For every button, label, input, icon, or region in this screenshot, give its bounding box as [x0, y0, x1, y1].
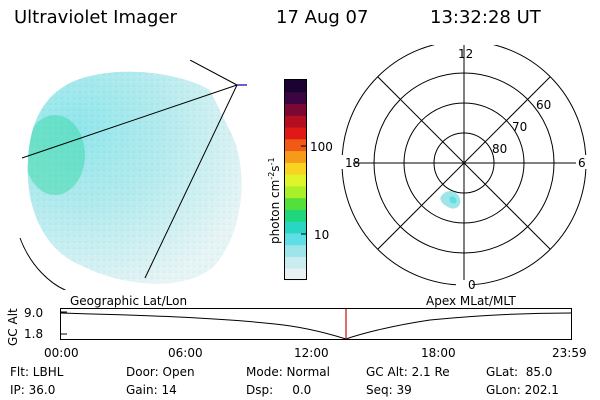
auroral-emission-region — [27, 71, 242, 284]
colorbar-swatch — [285, 127, 306, 140]
colorbar-swatch — [285, 185, 306, 199]
polar-mlt-plot — [340, 45, 590, 292]
timeline-xtick-1800: 18:00 — [421, 346, 456, 360]
colorbar-swatch — [285, 209, 306, 222]
mlt-label-12: 12 — [458, 47, 474, 61]
timeline-xtick-0600: 06:00 — [168, 346, 203, 360]
timeline-frame — [60, 308, 572, 340]
timeline-ytick-low: 1.8 — [24, 327, 44, 341]
colorbar-swatch — [285, 91, 306, 105]
instrument-title: Ultraviolet Imager — [14, 7, 177, 28]
colorbar-swatch — [285, 268, 306, 281]
timeline-xtick-0000: 00:00 — [44, 346, 79, 360]
timeline-xtick-1200: 12:00 — [294, 346, 329, 360]
observation-time: 13:32:28 UT — [430, 7, 541, 28]
colorbar-swatch — [285, 138, 306, 152]
colorbar-unit-label: photon cm-2s-1 — [267, 157, 282, 244]
fov-line-upper — [21, 84, 238, 159]
fov-line-lower — [144, 84, 238, 279]
status-ip: IP: 36.0 — [10, 383, 56, 397]
status-filter: Flt: LBHL — [10, 365, 64, 379]
colorbar-swatch — [285, 103, 306, 116]
fov-line-top — [189, 60, 238, 86]
colorbar-swatch — [285, 197, 306, 210]
colorbar-swatch — [285, 162, 306, 175]
earth-image — [19, 60, 247, 290]
status-mode: Mode: Normal — [246, 365, 330, 379]
colorbar-tick-10: 10 — [314, 228, 330, 242]
lat-label-80: 80 — [492, 142, 508, 156]
colorbar-swatch — [285, 232, 306, 246]
colorbar-swatch — [285, 256, 306, 269]
color-scale-bar — [284, 79, 307, 281]
colorbar-swatch — [285, 174, 306, 187]
status-seq: Seq: 39 — [366, 383, 412, 397]
colorbar-swatch — [285, 150, 306, 163]
orbit-altitude-plot — [60, 308, 572, 340]
apex-label: Apex MLat/MLT — [426, 294, 516, 308]
status-glon: GLon: 202.1 — [486, 383, 559, 397]
timeline-ytick-high: 9.0 — [24, 306, 44, 320]
altitude-curve — [60, 312, 572, 340]
observation-date: 17 Aug 07 — [276, 7, 369, 28]
lat-label-60: 60 — [536, 98, 552, 112]
colorbar-swatch — [285, 115, 306, 128]
status-glat: GLat: 85.0 — [486, 365, 553, 379]
status-gc-alt: GC Alt: 2.1 Re — [366, 365, 450, 379]
mlt-label-0: 0 — [468, 278, 476, 292]
colorbar-swatch — [285, 244, 306, 257]
mlt-label-6: 6 — [578, 156, 586, 170]
colorbar-swatch — [285, 221, 306, 234]
status-gain: Gain: 14 — [126, 383, 177, 397]
status-door: Door: Open — [126, 365, 195, 379]
timeline-xtick-2359: 23:59 — [552, 346, 587, 360]
mlt-label-18: 18 — [345, 156, 361, 170]
lat-label-70: 70 — [512, 120, 528, 134]
colorbar-swatch — [285, 80, 306, 93]
status-dsp: Dsp: 0.0 — [246, 383, 312, 397]
timeline-ylabel: GC Alt — [6, 308, 20, 346]
geographic-label: Geographic Lat/Lon — [70, 294, 188, 308]
colorbar-tick-100: 100 — [310, 140, 333, 154]
earth-limb-arc — [19, 237, 67, 290]
